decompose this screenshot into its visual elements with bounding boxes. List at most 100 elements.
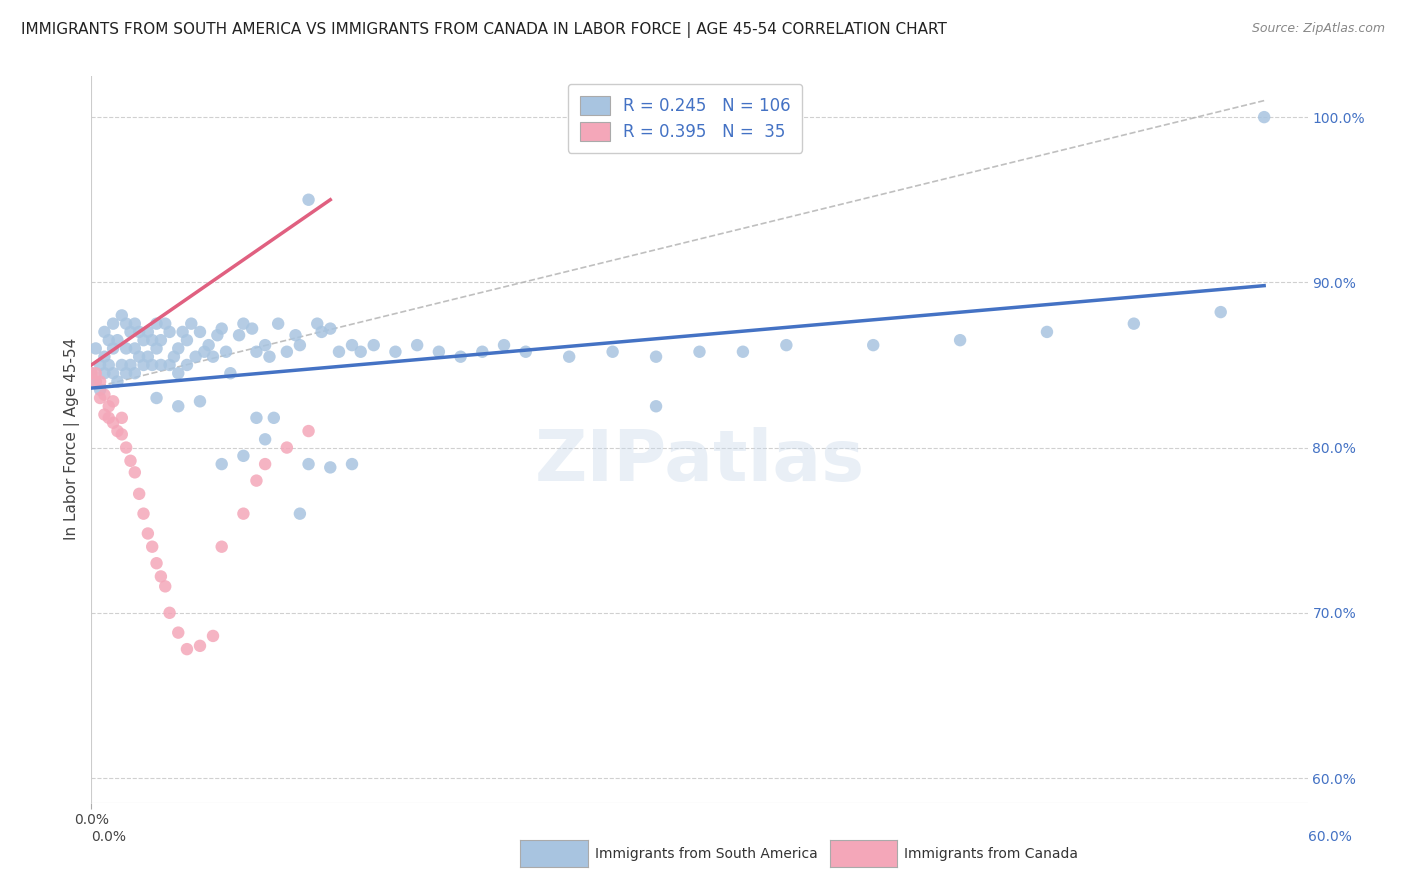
Legend: R = 0.245   N = 106, R = 0.395   N =  35: R = 0.245 N = 106, R = 0.395 N = 35 bbox=[568, 84, 803, 153]
Point bbox=[101, 366, 124, 380]
Point bbox=[132, 507, 155, 521]
Point bbox=[141, 358, 163, 372]
Point bbox=[267, 317, 290, 331]
Point bbox=[101, 394, 124, 409]
Point bbox=[115, 342, 138, 356]
Point bbox=[558, 350, 581, 364]
Point bbox=[276, 344, 298, 359]
Point bbox=[136, 526, 159, 541]
Point bbox=[245, 474, 267, 488]
Point bbox=[450, 350, 472, 364]
Point bbox=[492, 338, 515, 352]
Point bbox=[93, 387, 115, 401]
Point bbox=[340, 457, 363, 471]
Point bbox=[84, 342, 107, 356]
Point bbox=[89, 358, 111, 372]
Point bbox=[101, 342, 124, 356]
Point bbox=[97, 399, 120, 413]
Point bbox=[284, 328, 307, 343]
Point bbox=[149, 358, 172, 372]
Point bbox=[384, 344, 406, 359]
Point bbox=[97, 333, 120, 347]
Text: Immigrants from South America: Immigrants from South America bbox=[595, 847, 817, 861]
Point bbox=[319, 460, 342, 475]
Point bbox=[124, 342, 146, 356]
Point bbox=[141, 333, 163, 347]
Point bbox=[111, 309, 134, 323]
Point bbox=[84, 366, 107, 380]
Point bbox=[107, 424, 129, 438]
Point bbox=[515, 344, 537, 359]
Point bbox=[145, 317, 167, 331]
Point bbox=[254, 338, 277, 352]
Point bbox=[93, 325, 115, 339]
Point bbox=[232, 449, 254, 463]
Point bbox=[167, 625, 190, 640]
Text: 0.0%: 0.0% bbox=[91, 830, 127, 844]
Point bbox=[427, 344, 450, 359]
Point bbox=[89, 391, 111, 405]
Point bbox=[645, 350, 668, 364]
Point bbox=[471, 344, 494, 359]
Point bbox=[276, 441, 298, 455]
Point bbox=[245, 410, 267, 425]
Point bbox=[120, 325, 142, 339]
Point bbox=[689, 344, 711, 359]
Point bbox=[202, 629, 225, 643]
Point bbox=[232, 507, 254, 521]
Point bbox=[89, 383, 111, 397]
Point bbox=[128, 350, 150, 364]
Point bbox=[188, 639, 211, 653]
Point bbox=[124, 366, 146, 380]
Point bbox=[297, 457, 319, 471]
Point bbox=[172, 325, 194, 339]
Point bbox=[775, 338, 797, 352]
Point bbox=[197, 338, 219, 352]
Point bbox=[84, 375, 107, 389]
Point bbox=[259, 350, 281, 364]
Point bbox=[1122, 317, 1144, 331]
Point bbox=[245, 344, 267, 359]
Point bbox=[176, 333, 198, 347]
Point bbox=[120, 454, 142, 468]
Point bbox=[328, 344, 350, 359]
Point bbox=[93, 350, 115, 364]
Y-axis label: In Labor Force | Age 45-54: In Labor Force | Age 45-54 bbox=[65, 338, 80, 541]
Point bbox=[1209, 305, 1232, 319]
Point bbox=[188, 394, 211, 409]
Point bbox=[350, 344, 373, 359]
Point bbox=[159, 358, 181, 372]
Point bbox=[159, 325, 181, 339]
Point bbox=[731, 344, 754, 359]
Point bbox=[145, 556, 167, 570]
Point bbox=[188, 325, 211, 339]
Point bbox=[111, 410, 134, 425]
Point bbox=[93, 408, 115, 422]
Point bbox=[176, 358, 198, 372]
Point bbox=[862, 338, 884, 352]
Point bbox=[232, 317, 254, 331]
Point bbox=[167, 399, 190, 413]
Point bbox=[211, 321, 233, 335]
Point bbox=[176, 642, 198, 657]
Point bbox=[101, 416, 124, 430]
Point bbox=[111, 427, 134, 442]
Point bbox=[311, 325, 333, 339]
Point bbox=[132, 333, 155, 347]
Point bbox=[128, 487, 150, 501]
Point bbox=[136, 325, 159, 339]
Point bbox=[163, 350, 186, 364]
Point bbox=[602, 344, 624, 359]
Point bbox=[80, 366, 103, 380]
Point bbox=[115, 317, 138, 331]
Point bbox=[84, 375, 107, 389]
Text: ZIPatlas: ZIPatlas bbox=[534, 426, 865, 496]
Point bbox=[93, 366, 115, 380]
Point bbox=[159, 606, 181, 620]
Point bbox=[254, 433, 277, 447]
Point bbox=[97, 410, 120, 425]
Point bbox=[145, 391, 167, 405]
Point bbox=[111, 358, 134, 372]
Text: IMMIGRANTS FROM SOUTH AMERICA VS IMMIGRANTS FROM CANADA IN LABOR FORCE | AGE 45-: IMMIGRANTS FROM SOUTH AMERICA VS IMMIGRA… bbox=[21, 22, 948, 38]
Point bbox=[136, 350, 159, 364]
